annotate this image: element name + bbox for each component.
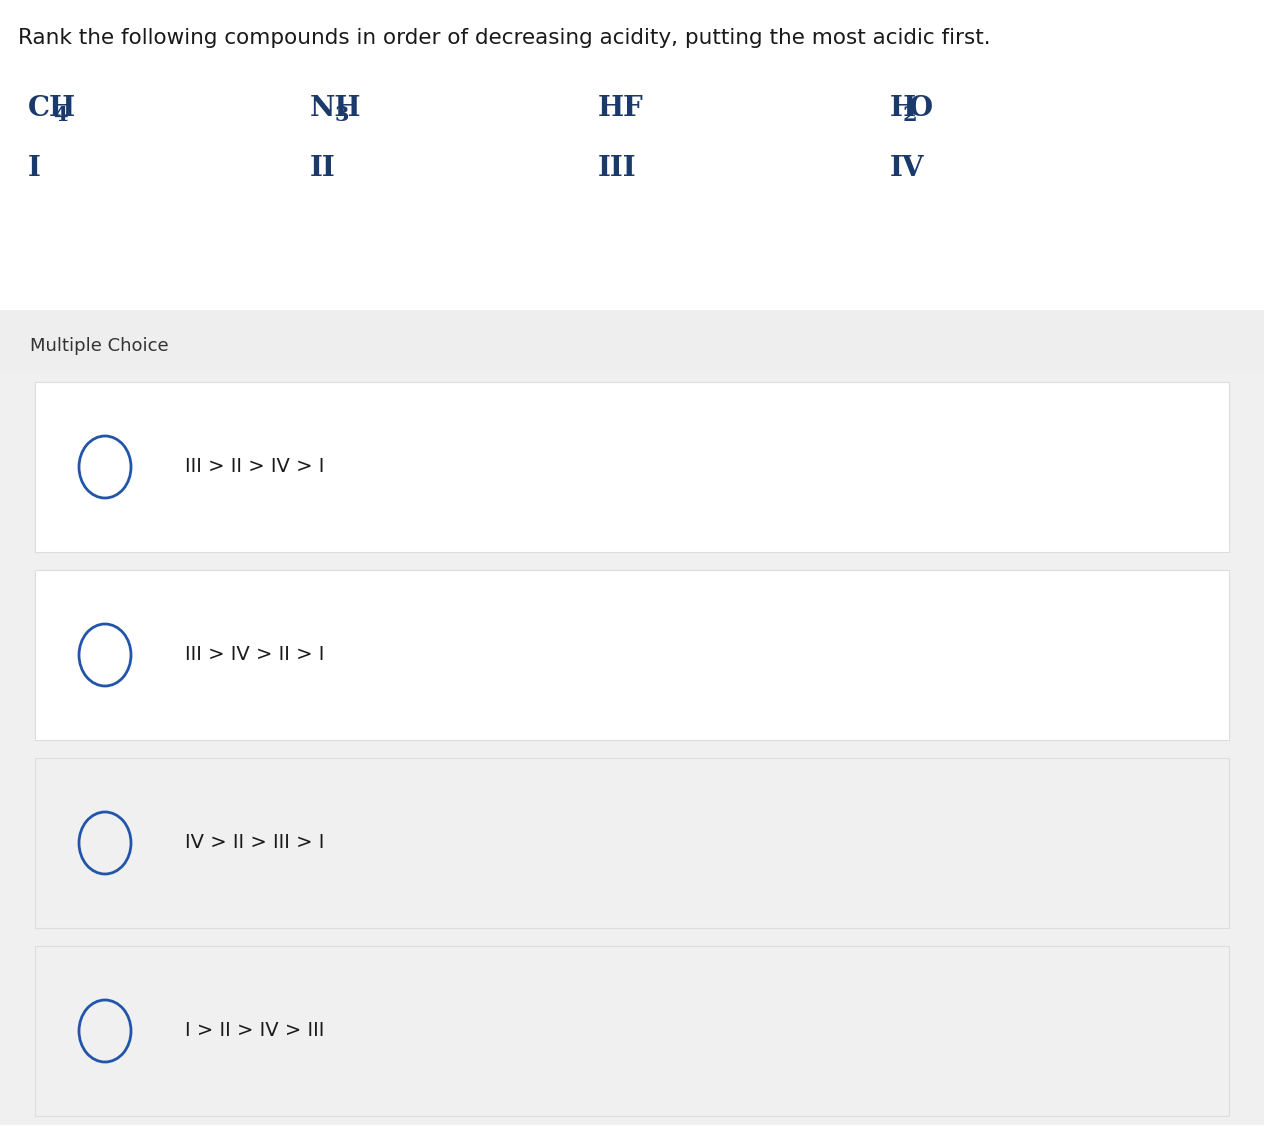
- Text: II: II: [310, 155, 336, 182]
- Text: IV: IV: [890, 155, 924, 182]
- Bar: [35, 946, 1229, 1116]
- Text: IV > II > III > I: IV > II > III > I: [185, 833, 325, 852]
- Text: I: I: [28, 155, 40, 182]
- Bar: [0, 561, 1264, 749]
- Text: Rank the following compounds in order of decreasing acidity, putting the most ac: Rank the following compounds in order of…: [18, 28, 991, 48]
- Text: III > IV > II > I: III > IV > II > I: [185, 645, 325, 664]
- Text: NH: NH: [310, 95, 362, 122]
- Text: 4: 4: [53, 105, 67, 125]
- Text: III: III: [598, 155, 637, 182]
- Text: Multiple Choice: Multiple Choice: [30, 337, 168, 355]
- Text: I > II > IV > III: I > II > IV > III: [185, 1021, 325, 1040]
- Text: 2: 2: [902, 105, 916, 125]
- Bar: [0, 749, 1264, 937]
- Bar: [0, 937, 1264, 1125]
- Bar: [0, 373, 1264, 561]
- Text: 3: 3: [335, 105, 349, 125]
- Text: H: H: [890, 95, 916, 122]
- Bar: [35, 570, 1229, 740]
- Text: III > II > IV > I: III > II > IV > I: [185, 457, 325, 476]
- Text: O: O: [909, 95, 933, 122]
- Text: HF: HF: [598, 95, 643, 122]
- Bar: [35, 382, 1229, 552]
- Bar: [35, 758, 1229, 928]
- Text: CH: CH: [28, 95, 76, 122]
- Bar: [0, 310, 1264, 382]
